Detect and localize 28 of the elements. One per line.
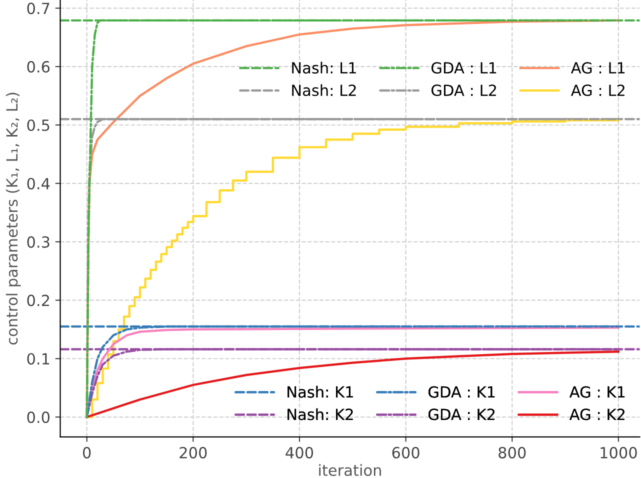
legend-label: AG : K1: [569, 386, 625, 398]
legend-label: GDA : L1: [432, 62, 496, 74]
legend-label: AG : K2: [569, 408, 624, 420]
y-tick-label: 0.2: [27, 294, 49, 306]
x-tick-label: 400: [286, 446, 314, 458]
legend-label: Nash: K1: [288, 386, 353, 398]
x-tick-label: 1000: [600, 446, 637, 458]
y-tick-label: 0.4: [27, 178, 50, 190]
y-tick-label: 0.7: [27, 2, 50, 14]
y-tick-label: 0.1: [27, 353, 50, 365]
x-tick-label: 600: [392, 446, 420, 458]
legend-label: AG : L2: [570, 84, 624, 96]
x-tick-label: 200: [180, 446, 207, 458]
y-tick-label: 0.3: [27, 236, 50, 248]
legend-label: GDA : L2: [432, 84, 496, 96]
x-axis-title: iteration: [319, 464, 381, 476]
legend-label: Nash: K2: [288, 408, 353, 420]
y-tick-label: 0.5: [27, 119, 50, 132]
legend-label: GDA : K2: [428, 408, 494, 420]
legend-label: AG : L1: [570, 62, 625, 74]
y-tick-label: 0.6: [27, 61, 50, 73]
legend-label: Nash: L2: [292, 84, 356, 96]
x-tick-label: 800: [498, 446, 526, 458]
legend-label: GDA : K1: [428, 386, 495, 398]
legend-label: Nash: L1: [292, 62, 356, 74]
y-tick-label: 0.0: [27, 412, 50, 424]
x-tick-label: 0: [82, 446, 91, 458]
y-axis-title: control parameters (K₁, L₁, K₂, L₂): [6, 92, 21, 345]
